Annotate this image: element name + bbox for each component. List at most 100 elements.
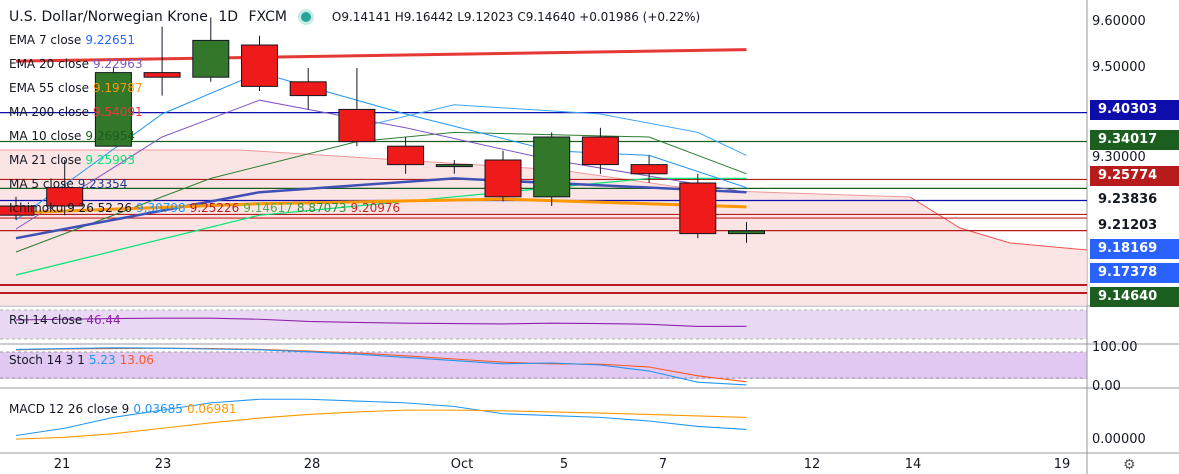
- indicator-label: EMA 20 close: [9, 57, 89, 71]
- macd-legend[interactable]: MACD 12 26 close 9 0.03685 0.06981: [9, 402, 237, 416]
- indicator-legend-item[interactable]: EMA 20 close 9.22963: [9, 57, 143, 71]
- indicator-legend-item[interactable]: EMA 7 close 9.22651: [9, 33, 135, 47]
- stoch-band: [0, 352, 1087, 379]
- price-axis-tick: 9.50000: [1092, 60, 1146, 75]
- candle-body: [143, 72, 181, 78]
- indicator-value: 8.87073: [296, 201, 347, 215]
- macd-value: 0.03685: [133, 402, 183, 416]
- ichimoku-span-b: [909, 196, 1088, 251]
- price-level-tag: 9.21203: [1090, 216, 1179, 236]
- candle-body: [435, 164, 473, 168]
- date-axis-tick: 7: [658, 457, 668, 472]
- indicator-legend-item[interactable]: Ichimoku 9 26 52 26 9.30798 9.25226 9.14617…: [9, 201, 400, 215]
- price-axis-tick: 9.30000: [1092, 150, 1146, 165]
- date-axis-tick: 23: [154, 457, 172, 472]
- price-level-tag: 9.18169: [1090, 239, 1179, 259]
- indicator-label: MA 200 close: [9, 105, 90, 119]
- macd-line: [15, 398, 747, 437]
- macd-signal-value: 0.06981: [186, 402, 237, 416]
- indicator-legend-item[interactable]: MA 10 close 9.26954: [9, 129, 135, 143]
- price-level-tag: 9.34017: [1090, 130, 1179, 150]
- ema20-line: [15, 99, 747, 230]
- stoch-k-line: [15, 347, 747, 386]
- indicator-label: MA 5 close: [9, 177, 74, 191]
- candle-body: [484, 159, 522, 198]
- indicator-label: EMA 7 close: [9, 33, 82, 47]
- candle-body: [581, 136, 619, 166]
- candle-body: [192, 39, 230, 78]
- market-status-icon: [301, 12, 312, 22]
- indicator-value: 9.14617: [243, 201, 293, 215]
- macd-label: MACD 12 26 close 9: [9, 402, 130, 416]
- ma200-line: [15, 48, 747, 63]
- date-axis-tick: 12: [803, 457, 821, 472]
- indicator-value: 9.26954: [85, 129, 135, 143]
- indicator-value: 9.22963: [92, 57, 143, 71]
- stoch-d-value: 13.06: [119, 353, 154, 367]
- candle-body: [94, 72, 132, 147]
- candle-body: [338, 108, 376, 143]
- candle-body: [728, 230, 765, 235]
- indicator-value: 9.30798: [136, 201, 186, 215]
- price-axis-tick: 9.60000: [1092, 14, 1146, 29]
- indicator-value: 9.23354: [77, 177, 128, 191]
- indicator-legend-item[interactable]: MA 21 close 9.25993: [9, 153, 135, 167]
- candle-body: [387, 145, 425, 166]
- price-level-tag: 9.40303: [1090, 100, 1179, 120]
- indicator-label: MA 21 close: [9, 153, 82, 167]
- macd-axis-0: 0.00000: [1092, 432, 1146, 447]
- price-level-tag: 9.23836: [1090, 190, 1179, 210]
- stoch-legend[interactable]: Stoch 14 3 1 5.23 13.06: [9, 353, 154, 367]
- price-level-tag: 9.25774: [1090, 166, 1179, 186]
- indicator-label: MA 10 close: [9, 129, 82, 143]
- ma21-line: [15, 177, 747, 276]
- stoch-label: Stoch 14 3 1: [9, 353, 85, 367]
- indicator-value: 9.54091: [93, 105, 143, 119]
- macd-signal-line: [15, 409, 747, 440]
- date-axis-tick: 21: [53, 457, 71, 472]
- stoch-axis-0: 0.00: [1092, 379, 1121, 394]
- rsi-label: RSI 14 close: [9, 313, 83, 327]
- indicator-legend-item[interactable]: EMA 55 close 9.19787: [9, 81, 143, 95]
- candle-body: [46, 187, 84, 207]
- rsi-line: [15, 317, 747, 327]
- ichimoku-tenkan-line: [356, 104, 747, 156]
- candle-body: [241, 44, 278, 87]
- indicator-value: 9.25226: [189, 201, 240, 215]
- candle-body: [533, 136, 571, 198]
- interval-label[interactable]: 1D: [218, 9, 239, 25]
- chart-header: U.S. Dollar/Norwegian Krone 1D FXCM O9.1…: [9, 9, 700, 25]
- indicator-label: Ichimoku 9 26 52 26: [9, 201, 132, 215]
- symbol-name[interactable]: U.S. Dollar/Norwegian Krone: [9, 9, 208, 25]
- rsi-legend[interactable]: RSI 14 close 46.44: [9, 313, 121, 327]
- date-axis-tick: 19: [1053, 457, 1071, 472]
- stoch-k-value: 5.23: [88, 353, 116, 367]
- candle-body: [630, 164, 668, 175]
- candle-body: [289, 81, 327, 97]
- indicator-value: 9.19787: [92, 81, 143, 95]
- source-label: FXCM: [248, 9, 287, 25]
- rsi-band: [0, 310, 1087, 339]
- price-level-tag: 9.17378: [1090, 263, 1179, 283]
- stoch-axis-100: 100.00: [1092, 340, 1138, 355]
- rsi-value: 46.44: [86, 313, 121, 327]
- indicator-legend-item[interactable]: MA 200 close 9.54091: [9, 105, 143, 119]
- candle-body: [679, 182, 717, 235]
- indicator-legend-item[interactable]: MA 5 close 9.23354: [9, 177, 127, 191]
- price-level-tag: 9.14640: [1090, 287, 1179, 307]
- ma5-line: [15, 177, 747, 240]
- date-axis-tick: 5: [559, 457, 569, 472]
- date-axis-tick: Oct: [450, 457, 474, 472]
- settings-gear-icon[interactable]: ⚙: [1123, 457, 1136, 473]
- date-axis-tick: 28: [303, 457, 321, 472]
- ohlc-values: O9.14141 H9.16442 L9.12023 C9.14640 +0.0…: [331, 10, 701, 24]
- date-axis-tick: 14: [904, 457, 922, 472]
- indicator-label: EMA 55 close: [9, 81, 89, 95]
- candle-body: [0, 205, 35, 216]
- indicator-value: 9.22651: [85, 33, 135, 47]
- indicator-value: 9.25993: [85, 153, 135, 167]
- ema55-line: [15, 197, 747, 215]
- ichimoku-cloud: [0, 150, 1087, 306]
- indicator-value: 9.20976: [350, 201, 401, 215]
